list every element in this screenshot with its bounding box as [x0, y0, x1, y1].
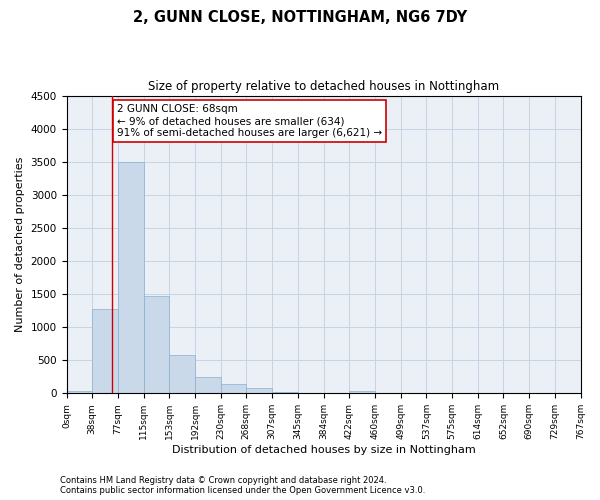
Y-axis label: Number of detached properties: Number of detached properties	[15, 157, 25, 332]
Text: 2, GUNN CLOSE, NOTTINGHAM, NG6 7DY: 2, GUNN CLOSE, NOTTINGHAM, NG6 7DY	[133, 10, 467, 25]
Bar	[246, 388, 272, 394]
Bar	[67, 392, 92, 394]
Bar	[195, 378, 221, 394]
Bar	[143, 296, 169, 394]
Bar	[118, 162, 143, 394]
Text: 2 GUNN CLOSE: 68sqm
← 9% of detached houses are smaller (634)
91% of semi-detach: 2 GUNN CLOSE: 68sqm ← 9% of detached hou…	[117, 104, 382, 138]
X-axis label: Distribution of detached houses by size in Nottingham: Distribution of detached houses by size …	[172, 445, 475, 455]
Title: Size of property relative to detached houses in Nottingham: Size of property relative to detached ho…	[148, 80, 499, 93]
Bar	[169, 356, 195, 394]
Bar	[92, 308, 118, 394]
Bar	[221, 384, 246, 394]
Text: Contains HM Land Registry data © Crown copyright and database right 2024.
Contai: Contains HM Land Registry data © Crown c…	[60, 476, 425, 495]
Bar	[272, 392, 298, 394]
Bar	[349, 392, 375, 394]
